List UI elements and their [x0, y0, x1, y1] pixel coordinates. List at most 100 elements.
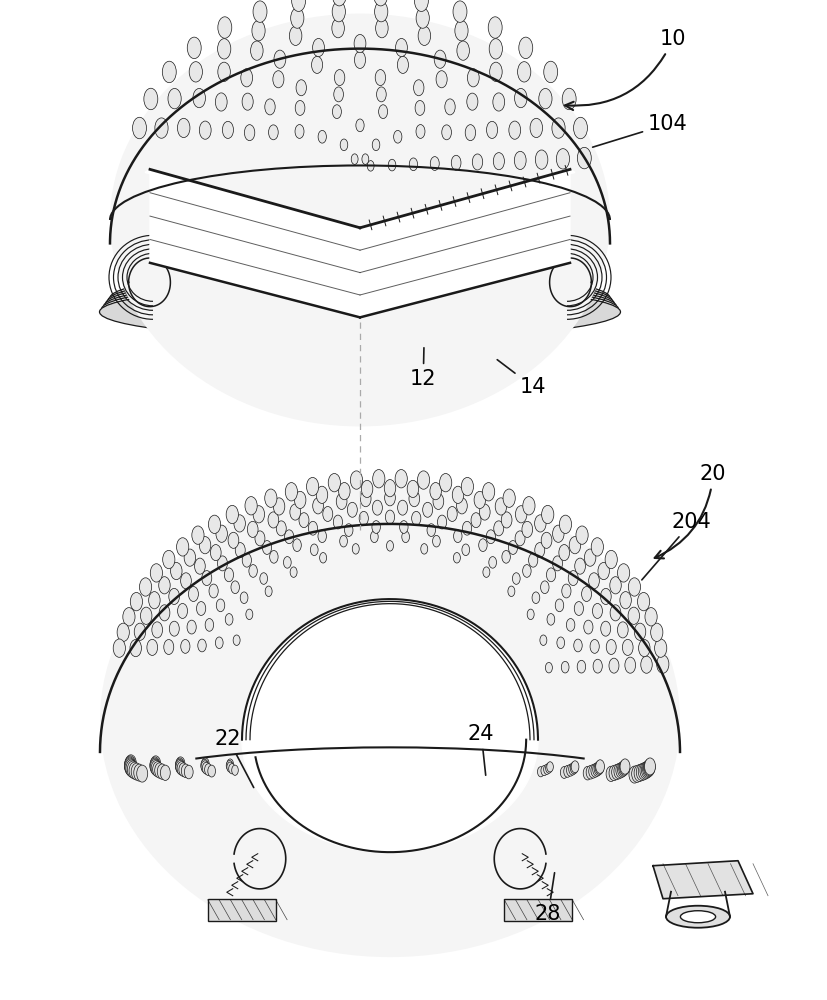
- Ellipse shape: [100, 483, 679, 957]
- Ellipse shape: [157, 764, 167, 779]
- Ellipse shape: [592, 603, 602, 618]
- Ellipse shape: [592, 659, 601, 673]
- Ellipse shape: [595, 761, 603, 774]
- Ellipse shape: [218, 39, 231, 59]
- Ellipse shape: [155, 118, 168, 138]
- Ellipse shape: [295, 100, 304, 115]
- Ellipse shape: [151, 622, 162, 638]
- Ellipse shape: [227, 759, 233, 769]
- Ellipse shape: [227, 532, 238, 548]
- Ellipse shape: [501, 550, 509, 563]
- Ellipse shape: [367, 161, 374, 171]
- Ellipse shape: [617, 762, 627, 777]
- Ellipse shape: [208, 765, 215, 777]
- Ellipse shape: [644, 608, 657, 626]
- Ellipse shape: [576, 660, 585, 673]
- Ellipse shape: [566, 619, 574, 631]
- Ellipse shape: [241, 93, 253, 110]
- Ellipse shape: [313, 38, 324, 57]
- Ellipse shape: [433, 50, 446, 68]
- Text: 24: 24: [467, 724, 494, 775]
- Ellipse shape: [374, 1, 387, 22]
- Ellipse shape: [522, 497, 534, 515]
- Ellipse shape: [624, 657, 635, 673]
- Ellipse shape: [125, 756, 136, 773]
- Ellipse shape: [169, 621, 179, 636]
- Ellipse shape: [631, 765, 642, 782]
- Ellipse shape: [639, 762, 650, 779]
- Ellipse shape: [125, 755, 136, 772]
- Ellipse shape: [108, 273, 611, 328]
- Ellipse shape: [204, 764, 212, 776]
- Ellipse shape: [272, 71, 284, 88]
- Ellipse shape: [522, 565, 530, 577]
- Ellipse shape: [351, 544, 359, 554]
- Ellipse shape: [192, 526, 203, 544]
- Ellipse shape: [146, 639, 157, 655]
- Ellipse shape: [99, 285, 619, 339]
- Ellipse shape: [474, 491, 485, 509]
- Ellipse shape: [454, 20, 467, 41]
- Polygon shape: [494, 829, 545, 889]
- Ellipse shape: [372, 470, 385, 488]
- Ellipse shape: [247, 521, 258, 537]
- Ellipse shape: [176, 538, 189, 556]
- Ellipse shape: [194, 558, 205, 574]
- Ellipse shape: [175, 759, 184, 773]
- Ellipse shape: [556, 149, 569, 169]
- Ellipse shape: [588, 765, 597, 778]
- Ellipse shape: [433, 493, 443, 509]
- Ellipse shape: [608, 658, 619, 673]
- Ellipse shape: [199, 537, 211, 554]
- Ellipse shape: [545, 763, 552, 773]
- Ellipse shape: [129, 762, 140, 779]
- Text: 104: 104: [592, 114, 687, 147]
- Ellipse shape: [582, 766, 591, 780]
- Ellipse shape: [534, 543, 544, 558]
- Ellipse shape: [540, 581, 548, 594]
- Ellipse shape: [184, 549, 195, 566]
- Ellipse shape: [150, 564, 162, 582]
- Ellipse shape: [584, 549, 595, 566]
- Ellipse shape: [150, 758, 160, 773]
- Ellipse shape: [124, 758, 136, 775]
- Ellipse shape: [437, 515, 446, 529]
- Ellipse shape: [361, 480, 372, 498]
- Ellipse shape: [373, 0, 387, 6]
- Ellipse shape: [546, 568, 555, 582]
- Ellipse shape: [159, 605, 170, 621]
- Ellipse shape: [253, 506, 265, 523]
- Ellipse shape: [493, 521, 503, 536]
- Ellipse shape: [249, 565, 257, 577]
- Ellipse shape: [222, 121, 233, 138]
- Ellipse shape: [514, 151, 525, 169]
- Polygon shape: [234, 829, 285, 889]
- Ellipse shape: [399, 521, 408, 533]
- Ellipse shape: [619, 592, 630, 609]
- Ellipse shape: [177, 603, 187, 618]
- Ellipse shape: [453, 553, 460, 563]
- Ellipse shape: [462, 521, 471, 535]
- Ellipse shape: [175, 760, 184, 774]
- Ellipse shape: [643, 758, 655, 775]
- FancyBboxPatch shape: [504, 899, 571, 921]
- Text: 204: 204: [641, 512, 711, 580]
- Ellipse shape: [563, 765, 571, 777]
- Ellipse shape: [495, 498, 506, 515]
- Ellipse shape: [164, 640, 174, 654]
- Ellipse shape: [471, 513, 480, 528]
- Ellipse shape: [422, 502, 433, 517]
- Ellipse shape: [336, 493, 347, 509]
- Ellipse shape: [617, 622, 628, 638]
- Ellipse shape: [371, 521, 380, 533]
- Ellipse shape: [442, 125, 451, 140]
- Ellipse shape: [478, 539, 486, 552]
- Ellipse shape: [360, 491, 370, 507]
- Ellipse shape: [319, 553, 326, 563]
- Ellipse shape: [218, 556, 227, 571]
- Ellipse shape: [168, 88, 181, 109]
- Ellipse shape: [294, 491, 305, 509]
- Ellipse shape: [541, 532, 552, 548]
- Ellipse shape: [132, 117, 146, 139]
- Ellipse shape: [680, 911, 715, 923]
